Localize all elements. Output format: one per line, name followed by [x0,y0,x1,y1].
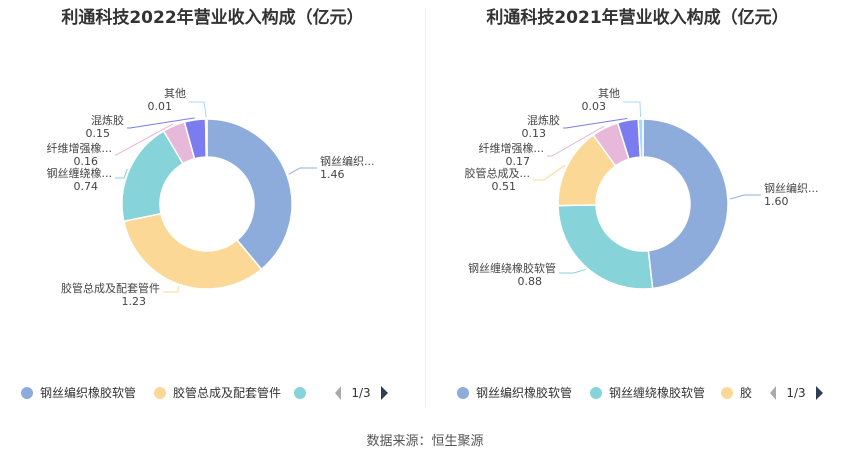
panel-divider [425,8,426,408]
slice-value-label-5: 0.13 [522,127,547,140]
slice-value-label-4: 0.17 [506,155,531,168]
slice-value-label-3: 0.51 [492,180,517,193]
legend-marker-3[interactable] [294,387,306,399]
legend-marker-2[interactable] [590,387,602,399]
legend-item-2[interactable]: 胶管总成及配套管件 [173,385,281,400]
legend-next-page-button[interactable] [381,386,388,400]
chart-title: 利通科技2022年营业收入构成（亿元） [61,8,364,28]
slice-label-1: 钢丝编织... [320,154,375,168]
pie-slice-6[interactable] [637,118,644,158]
leader-line-2 [163,286,179,293]
slice-value-label-1: 1.46 [320,168,345,181]
chart-panel-2022: 利通科技2022年营业收入构成（亿元） 钢丝编织... 1.46 胶管总成及配套管件… [0,0,425,420]
chart-panel-2021: 利通科技2021年营业收入构成（亿元） 钢丝编织... 1.60 钢丝缠绕橡胶软管 0… [425,0,850,420]
slice-value-label-1: 1.60 [764,195,789,208]
legend-marker-1[interactable] [21,387,33,399]
legend-next-page-button[interactable] [816,386,823,400]
legend-item-3[interactable]: 胶 [740,385,752,400]
slice-label-4: 纤维增强橡... [479,141,545,155]
leader-line-4 [547,125,605,157]
slice-value-label-2: 0.88 [518,275,543,288]
leader-line-4 [115,123,174,156]
legend-item-1[interactable]: 钢丝编织橡胶软管 [476,385,572,400]
donut-chart-2021: 钢丝编织...1.60钢丝缠绕橡胶软管0.88胶管总成及...0.51纤维增强橡… [457,87,823,400]
legend-marker-2[interactable] [154,387,166,399]
legend-page-indicator: 1/3 [786,386,805,400]
leader-line-1 [288,167,317,175]
slice-label-4: 纤维增强橡... [47,141,113,155]
slice-value-label-2: 1.23 [122,295,147,308]
leader-line-2 [559,268,586,274]
legend-item-2[interactable]: 钢丝缠绕橡胶软管 [609,385,705,400]
slice-value-label-6: 0.01 [148,100,173,113]
legend-prev-page-button[interactable] [770,386,776,400]
pie-slice-1[interactable] [642,118,729,290]
leader-line-1 [729,194,761,200]
slice-label-3: 钢丝缠绕橡... [47,166,113,180]
slice-value-label-6: 0.03 [582,100,607,113]
slice-value-label-5: 0.15 [86,127,111,140]
legend-prev-page-button[interactable] [335,386,341,400]
slice-label-5: 混炼胶 [527,113,560,127]
slice-label-2: 钢丝缠绕橡胶软管 [468,261,556,275]
leader-line-3 [533,164,566,181]
pie-slice-6[interactable] [204,118,208,158]
legend-marker-1[interactable] [457,387,469,399]
slice-value-label-3: 0.74 [74,180,99,193]
pie-slice-1[interactable] [206,118,293,271]
slice-label-6: 其他 [598,87,620,100]
leader-line-5 [563,117,628,129]
chart-title: 利通科技2021年营业收入构成（亿元） [486,8,789,28]
donut-chart-2022: 钢丝编织...1.46胶管总成及配套管件1.23钢丝缠绕橡...0.74纤维增强… [21,87,388,400]
pie-slice-2[interactable] [122,212,263,290]
slice-value-label-4: 0.16 [74,155,99,168]
pie-slice-2[interactable] [557,204,654,290]
leader-line-3 [115,168,128,179]
leader-line-5 [127,117,195,129]
leader-line-6 [189,101,207,118]
slice-label-1: 钢丝编织... [764,181,819,195]
data-source: 数据来源：恒生聚源 [366,434,484,449]
slice-label-5: 混炼胶 [91,113,124,127]
leader-line-6 [623,101,642,118]
legend-marker-3[interactable] [721,387,733,399]
slice-label-2: 胶管总成及配套管件 [61,281,160,295]
legend-page-indicator: 1/3 [351,386,370,400]
slice-label-3: 胶管总成及... [465,166,531,180]
slice-label-6: 其他 [164,87,186,100]
legend-item-1[interactable]: 钢丝编织橡胶软管 [40,385,136,400]
